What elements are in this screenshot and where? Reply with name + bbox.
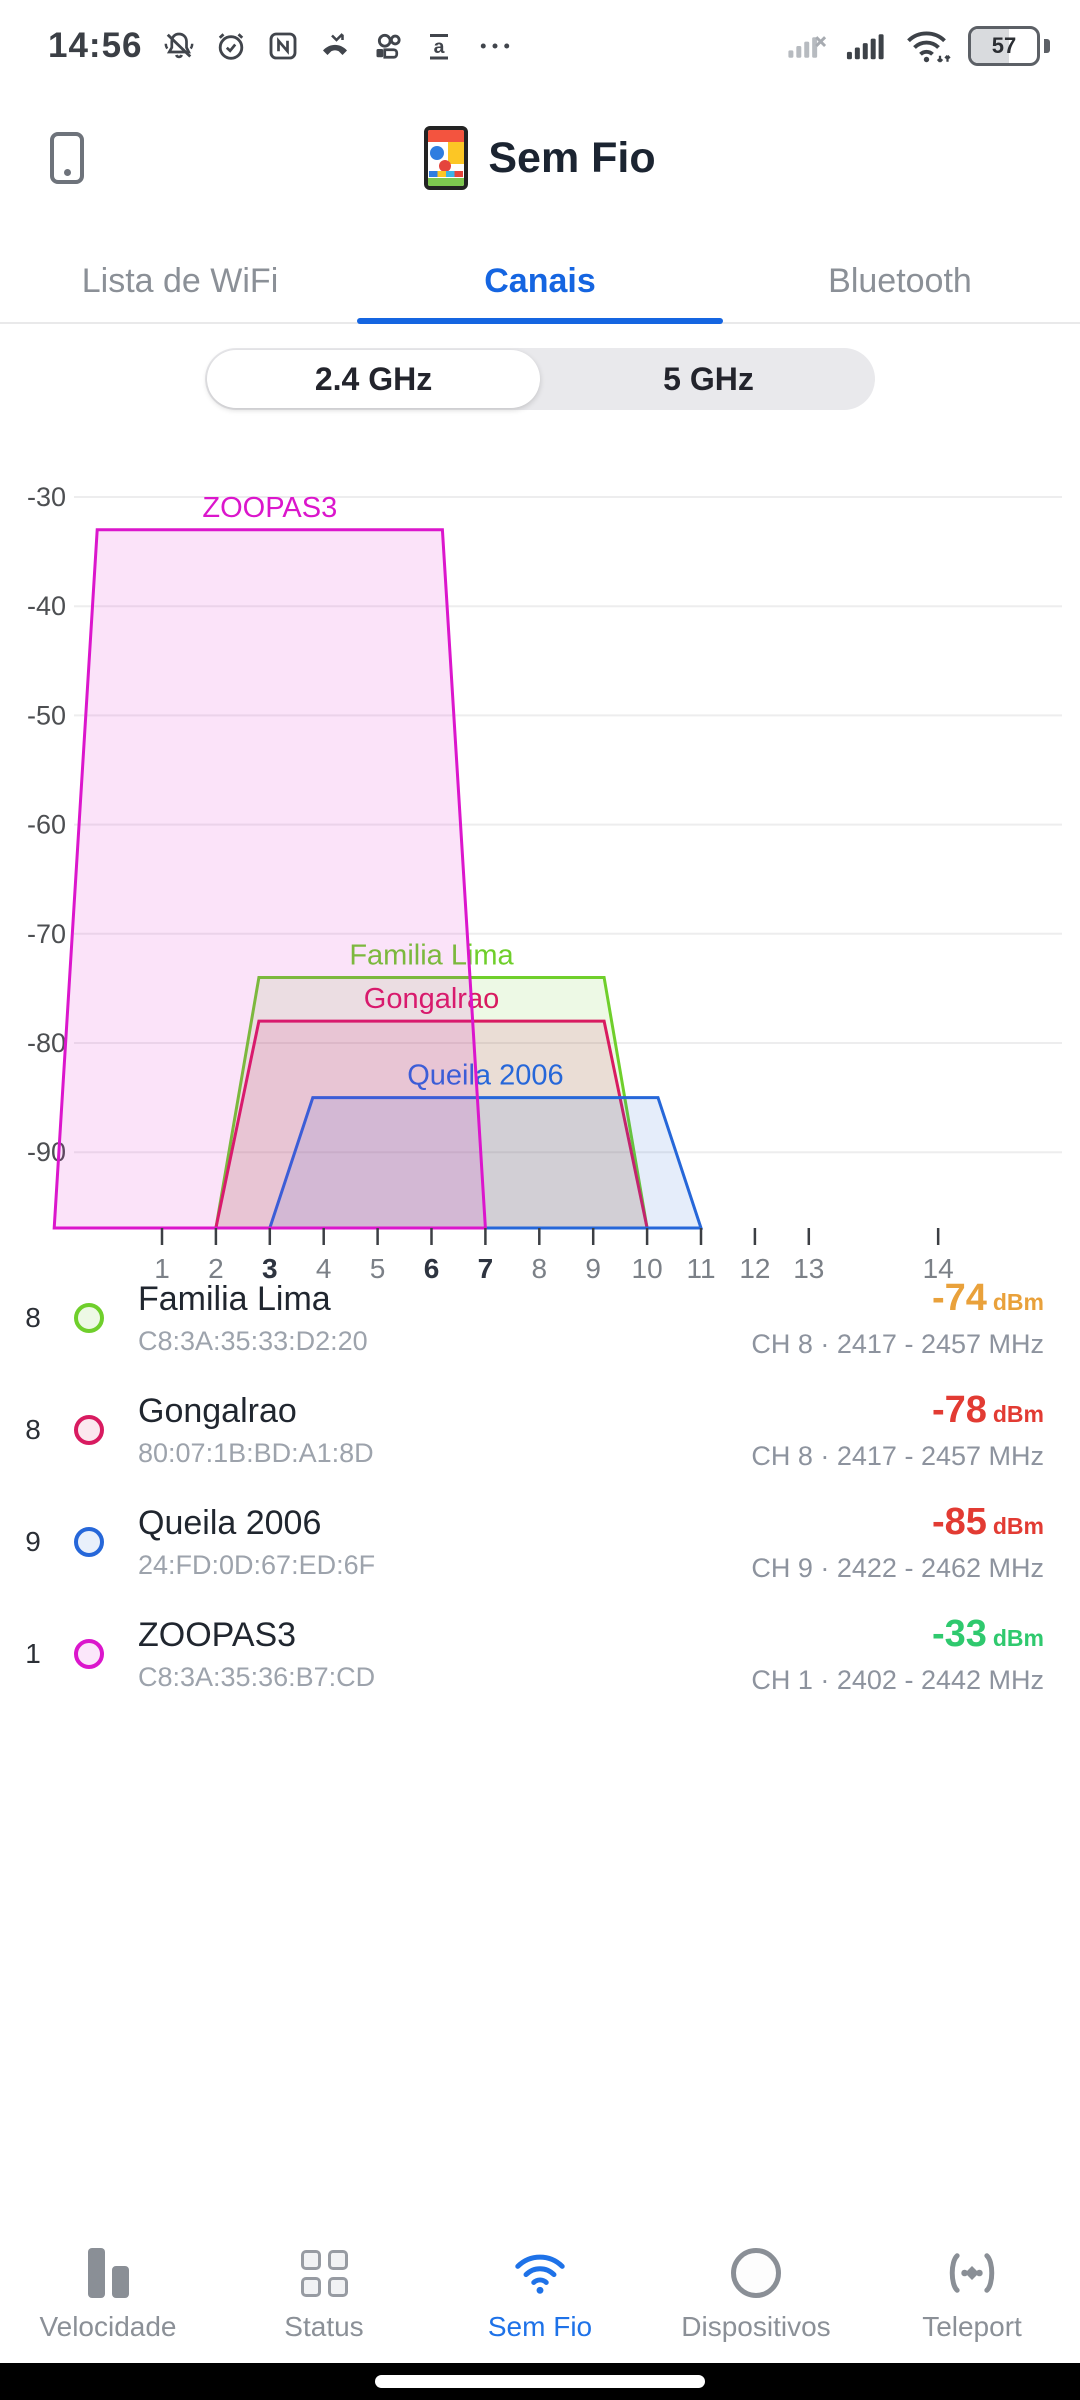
x-axis-tick-label: 8 [532, 1253, 548, 1284]
tab-canais[interactable]: Canais [357, 240, 723, 324]
x-axis-tick-label: 4 [316, 1253, 332, 1284]
network-color-dot [74, 1303, 104, 1333]
network-row[interactable]: 9 Queila 2006 24:FD:0D:67:ED:6F -85 dBm C… [0, 1486, 1080, 1598]
network-row[interactable]: 1 ZOOPAS3 C8:3A:35:36:B7:CD -33 dBm CH 1 … [0, 1598, 1080, 1710]
x-axis-tick-label: 12 [739, 1253, 770, 1284]
x-axis-tick-label: 3 [262, 1253, 278, 1284]
home-indicator[interactable] [375, 2375, 705, 2388]
channel-info: CH 8 · 2417 - 2457 MHz [751, 1328, 1044, 1359]
alarm-clock-icon [218, 33, 243, 60]
network-mac: C8:3A:35:36:B7:CD [138, 1661, 376, 1692]
channel-number: 1 [25, 1638, 41, 1669]
channel-number: 9 [25, 1526, 41, 1557]
grid-icon [300, 2245, 348, 2301]
clock: 14:56 [48, 26, 143, 65]
network-signal-area [267, 1096, 704, 1230]
channel-number: 8 [25, 1414, 41, 1445]
network-name: Familia Lima [138, 1279, 331, 1318]
tab-lista-de-wifi[interactable]: Lista de WiFi [81, 261, 279, 300]
x-axis-tick-label: 13 [793, 1253, 824, 1284]
status-right-icons: 57 [784, 26, 1050, 66]
circle-icon [731, 2245, 781, 2301]
tab-bar: Lista de WiFi Canais Bluetooth [0, 240, 1080, 324]
x-axis-tick-label: 1 [154, 1253, 170, 1284]
network-row[interactable]: 8 Gongalrao 80:07:1B:BD:A1:8D -78 dBm CH … [0, 1374, 1080, 1486]
network-color-dot [74, 1527, 104, 1557]
status-left-icons: a [161, 28, 517, 64]
channel-info: CH 8 · 2417 - 2457 MHz [751, 1440, 1044, 1471]
svg-text:a: a [433, 36, 444, 58]
y-axis-tick-label: -30 [27, 482, 66, 512]
channel-number: 8 [25, 1302, 41, 1333]
channel-info: CH 9 · 2422 - 2462 MHz [751, 1552, 1044, 1583]
app-logo-icon [424, 126, 469, 190]
nfc-icon [269, 32, 296, 60]
network-chart-label: Queila 2006 [407, 1060, 563, 1092]
battery-icon: 57 [968, 26, 1040, 66]
signal-full-icon [846, 34, 884, 60]
teleport-icon [944, 2245, 1000, 2301]
network-name: Gongalrao [138, 1391, 297, 1430]
missed-call-icon [322, 33, 347, 55]
network-row[interactable]: 8 Familia Lima C8:3A:35:33:D2:20 -74 dBm … [0, 1262, 1080, 1374]
network-list: 8 Familia Lima C8:3A:35:33:D2:20 -74 dBm … [0, 1262, 1080, 1710]
tab-bluetooth[interactable]: Bluetooth [828, 261, 972, 300]
signal-no-service-icon [788, 36, 827, 58]
bottom-navigation: Velocidade Status Sem Fio Dispositivos [0, 2223, 1080, 2363]
network-name: ZOOPAS3 [138, 1615, 297, 1654]
header: Sem Fio [0, 118, 1080, 198]
y-axis-tick-label: -80 [27, 1028, 66, 1058]
network-color-dot [74, 1415, 104, 1445]
wifi-arrows-icon [907, 31, 951, 63]
wifi-icon [512, 2245, 568, 2301]
x-axis-tick-label: 14 [923, 1253, 954, 1284]
speed-bars-icon [87, 2245, 129, 2301]
network-chart-label: Familia Lima [349, 939, 514, 971]
ellipsis-icon [480, 43, 509, 49]
x-axis-tick-label: 7 [478, 1253, 494, 1284]
y-axis-tick-label: -60 [27, 810, 66, 840]
y-axis-tick-label: -50 [27, 700, 66, 730]
network-chart-label: Gongalrao [364, 983, 499, 1015]
x-axis-tick-label: 9 [585, 1253, 601, 1284]
network-mac: C8:3A:35:33:D2:20 [138, 1325, 368, 1356]
network-chart-label: ZOOPAS3 [202, 492, 337, 524]
nav-status[interactable]: Status [216, 2223, 432, 2363]
nav-velocidade[interactable]: Velocidade [0, 2223, 216, 2363]
channel-info: CH 1 · 2402 - 2442 MHz [751, 1664, 1044, 1695]
muted-bell-icon [164, 32, 193, 59]
battery-percent: 57 [991, 33, 1017, 58]
y-axis-tick-label: -70 [27, 919, 66, 949]
network-mac: 24:FD:0D:67:ED:6F [138, 1549, 376, 1580]
x-axis-tick-label: 10 [632, 1253, 663, 1284]
x-axis-tick-label: 5 [370, 1253, 386, 1284]
network-color-dot [74, 1639, 104, 1669]
network-signal-area [52, 528, 487, 1230]
y-axis-tick-label: -40 [27, 591, 66, 621]
network-mac: 80:07:1B:BD:A1:8D [138, 1437, 374, 1468]
x-axis-tick-label: 6 [424, 1253, 440, 1284]
signal-value: -78 dBm [931, 1388, 1044, 1431]
active-tab-underline [357, 318, 723, 324]
band-5ghz-button[interactable]: 5 GHz [663, 360, 754, 397]
signal-value: -85 dBm [931, 1500, 1044, 1543]
x-axis-tick-label: 11 [686, 1253, 715, 1284]
reader-mode-icon: a [429, 34, 448, 60]
phone-outline-icon[interactable] [50, 132, 84, 184]
page-title: Sem Fio [488, 133, 656, 182]
band-toggle: 2.4 GHz 5 GHz [205, 348, 875, 410]
network-name: Queila 2006 [138, 1503, 322, 1542]
nav-sem-fio[interactable]: Sem Fio [432, 2223, 648, 2363]
status-bar: 14:56 [0, 0, 1080, 92]
nav-dispositivos[interactable]: Dispositivos [648, 2223, 864, 2363]
system-navigation-bar [0, 2363, 1080, 2400]
signal-value: -74 dBm [931, 1276, 1044, 1319]
signal-value: -33 dBm [931, 1612, 1044, 1655]
x-axis-tick-label: 2 [208, 1253, 224, 1284]
nav-teleport[interactable]: Teleport [864, 2223, 1080, 2363]
kwai-icon [376, 33, 401, 59]
band-24ghz-button[interactable]: 2.4 GHz [207, 350, 540, 408]
